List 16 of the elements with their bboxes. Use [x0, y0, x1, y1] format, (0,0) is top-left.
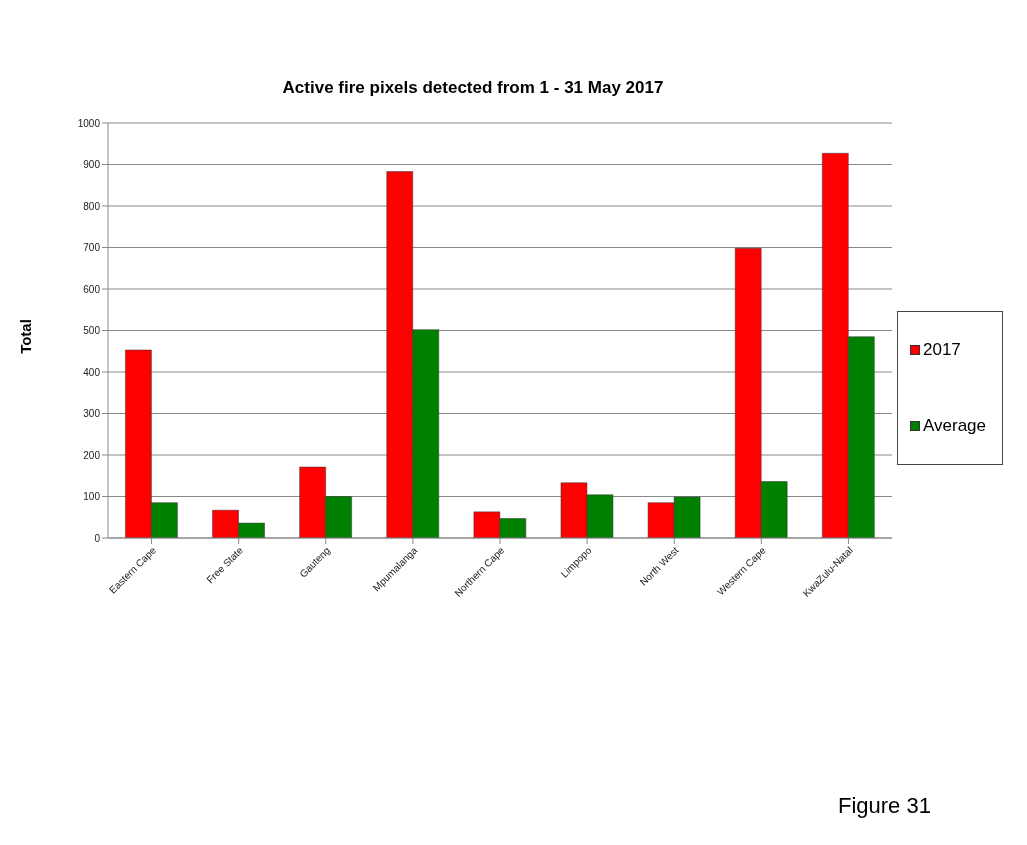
y-tick-label: 0	[94, 532, 101, 544]
y-tick-label: 300	[83, 408, 101, 420]
legend-label: 2017	[923, 340, 961, 360]
y-tick-label: 400	[83, 366, 101, 378]
y-axis-title: Total	[16, 319, 34, 354]
y-tick-label: 900	[83, 159, 101, 171]
y-tick-label: 700	[83, 242, 101, 254]
y-tick-label: 500	[83, 325, 101, 337]
chart-title: Active fire pixels detected from 1 - 31 May 2017	[281, 78, 665, 98]
y-tick-label: 200	[83, 449, 101, 461]
y-tick-label: 100	[83, 491, 101, 503]
y-tick-label: 600	[83, 283, 101, 295]
y-tick-label: 800	[83, 200, 101, 212]
caption: Figure 31	[838, 793, 931, 819]
legend-label: Average	[923, 416, 987, 436]
y-tick-label: 1000	[77, 117, 101, 129]
